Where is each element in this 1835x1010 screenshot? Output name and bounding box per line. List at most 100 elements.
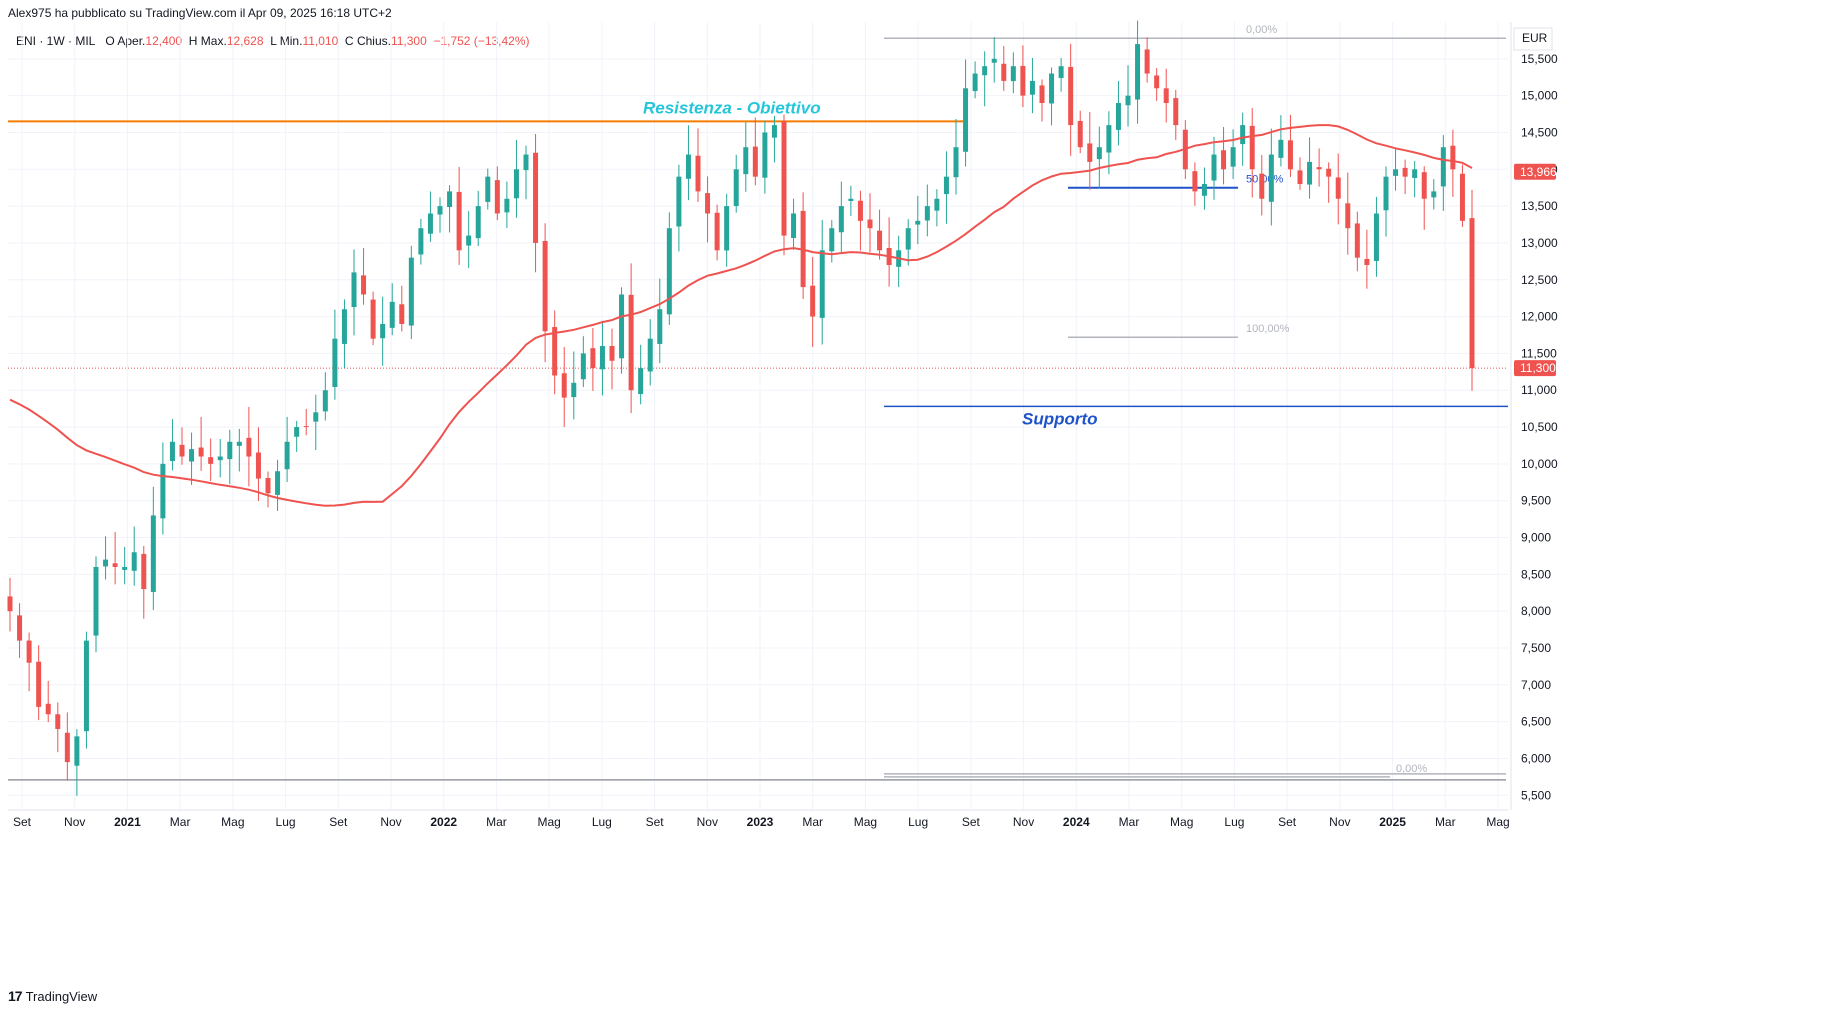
time-tick-label: Set [13, 815, 32, 829]
time-tick-label: Mar [486, 815, 507, 829]
price-tick-label: 8,500 [1521, 567, 1551, 581]
candle-body [1268, 154, 1274, 202]
candle-body [475, 206, 481, 239]
candle-body [246, 437, 252, 457]
candle-body [1421, 172, 1427, 199]
price-tick-label: 15,500 [1521, 52, 1558, 66]
price-tick-label: 6,500 [1521, 715, 1551, 729]
candle-body [666, 228, 672, 315]
candle-body [122, 566, 128, 570]
candle-body [571, 382, 577, 398]
candle-body [771, 125, 777, 138]
time-tick-label: Lug [276, 815, 296, 829]
high-text: Max. [200, 34, 227, 48]
time-tick-label: Mag [1170, 815, 1193, 829]
candle-body [724, 206, 730, 251]
candle-body [1393, 169, 1399, 176]
candle-body [380, 323, 386, 339]
candle-body [284, 441, 290, 470]
candle-body [877, 230, 883, 251]
fib-retracement[interactable]: 0,00% 50,00% 100,00% 0,00% [8, 24, 1506, 781]
candle-body [542, 240, 548, 332]
candle-body [523, 154, 529, 171]
candle-body [934, 198, 940, 211]
candle-body [513, 169, 519, 199]
price-tick-label: 15,000 [1521, 89, 1558, 103]
candle-body [1096, 147, 1102, 160]
time-tick-label: Lug [1224, 815, 1244, 829]
price-tick-label: 7,500 [1521, 641, 1551, 655]
candle-body [676, 176, 682, 227]
annotations: Resistenza - Obiettivo Supporto [643, 98, 1098, 428]
time-tick-label: Lug [908, 815, 928, 829]
support-label: Supporto [1022, 409, 1098, 428]
candle-body [628, 294, 634, 391]
candle-body [1431, 191, 1437, 198]
candle-body [1412, 169, 1418, 178]
candle-body [1106, 125, 1112, 153]
price-tick-label: 7,000 [1521, 678, 1551, 692]
candle-body [303, 426, 309, 428]
candle-body [991, 58, 997, 63]
time-axis[interactable]: Set Nov 2021 Mar Mag Lug Set Nov 2022 Mar Mag Lug Se… [13, 815, 1510, 829]
high-letter: H [188, 34, 198, 48]
price-tick-label: 13,500 [1521, 199, 1558, 213]
fib-level-label: 0,00% [1246, 24, 1277, 36]
time-tick-label: Lug [592, 815, 612, 829]
candle-body [1115, 103, 1121, 130]
candle-body [982, 66, 988, 76]
candle-body [332, 338, 338, 387]
candle-body [1163, 88, 1169, 104]
candle-body [1287, 140, 1293, 170]
candle-body [17, 615, 23, 641]
candle-body [485, 176, 491, 202]
candle-body [1335, 177, 1341, 199]
price-axis[interactable]: EUR 5,500 6,000 6,500 7,000 7,500 8,000 8,500 9,… [1513, 27, 1558, 802]
candle-body [1259, 173, 1265, 199]
candle-body [609, 346, 615, 361]
grid-lines [8, 22, 1512, 811]
candle-body [427, 213, 433, 234]
candle-body [1240, 125, 1246, 145]
time-tick-label: Mag [854, 815, 877, 829]
price-tick-label: 9,500 [1521, 494, 1551, 508]
time-tick-label: Nov [64, 815, 85, 829]
candle-body [953, 147, 959, 178]
candle-body [1221, 150, 1227, 170]
candle-body [7, 596, 13, 612]
time-tick-label: Set [962, 815, 981, 829]
candle-body [762, 132, 768, 178]
candle-body [1402, 167, 1408, 177]
candle-body [351, 272, 357, 308]
candle-body [867, 219, 873, 229]
time-tick-label: Mar [170, 815, 191, 829]
symbol-label[interactable]: ENI · 1W · MIL [16, 34, 96, 48]
candle-body [93, 566, 99, 636]
candle-body [399, 304, 405, 324]
time-tick-label: Mar [1119, 815, 1140, 829]
candle-body [55, 714, 61, 729]
price-tick-label: 13,000 [1521, 236, 1558, 250]
candle-body [1364, 258, 1370, 266]
open-text: Aper. [117, 34, 146, 48]
candle-body [189, 449, 195, 462]
time-tick-label: Set [329, 815, 348, 829]
tradingview-logo-icon: 17 [8, 988, 23, 1004]
candle-body [160, 463, 166, 519]
price-tick-label: 11,000 [1521, 383, 1557, 397]
candle-body [437, 206, 443, 215]
ohlc-legend: ENI · 1W · MIL O Aper.12,400 H Max.12,62… [16, 34, 530, 48]
candle-body [1058, 66, 1064, 78]
candle-body [1068, 66, 1074, 126]
candle-body [619, 294, 625, 359]
time-tick-label: Nov [697, 815, 718, 829]
candle-body [294, 427, 300, 437]
close-value: 11,300 [390, 34, 427, 48]
candle-body [552, 327, 558, 376]
candle-body [924, 206, 930, 221]
horizontal-levels[interactable] [8, 120, 1508, 408]
time-tick-label: Mar [1435, 815, 1456, 829]
candle-body [265, 477, 271, 494]
candle-body [227, 441, 233, 460]
